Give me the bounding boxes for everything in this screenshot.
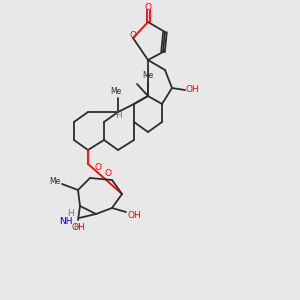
Text: OH: OH	[127, 212, 141, 220]
Text: O: O	[104, 169, 112, 178]
Text: OH: OH	[71, 224, 85, 232]
Text: H: H	[67, 209, 73, 218]
Text: OH: OH	[185, 85, 199, 94]
Text: O: O	[145, 2, 152, 11]
Text: H: H	[115, 112, 122, 121]
Text: O: O	[130, 32, 136, 40]
Text: Me: Me	[50, 176, 61, 185]
Text: NH: NH	[59, 218, 73, 226]
Text: Me: Me	[142, 71, 154, 80]
Text: O: O	[94, 163, 101, 172]
Text: Me: Me	[110, 88, 122, 97]
Text: H: H	[73, 224, 80, 232]
